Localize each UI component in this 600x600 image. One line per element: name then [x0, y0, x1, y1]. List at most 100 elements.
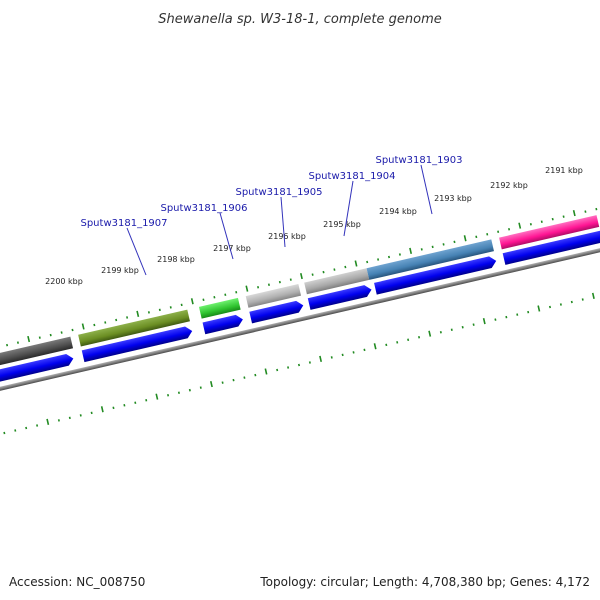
ruler-major-tick	[209, 380, 213, 388]
ruler-minor-tick	[188, 388, 191, 392]
ruler-minor-tick	[115, 318, 118, 322]
ruler-minor-tick	[36, 424, 39, 427]
ruler-major-tick	[81, 323, 85, 330]
ruler-major-tick	[319, 355, 323, 362]
label-leader	[280, 196, 286, 248]
ruler-minor-tick	[289, 278, 292, 281]
ruler-minor-tick	[104, 321, 107, 324]
ruler-minor-tick	[243, 376, 246, 379]
ruler-major-tick	[572, 209, 576, 217]
ruler-minor-tick	[439, 330, 442, 334]
feature-block	[78, 309, 190, 347]
ruler-minor-tick	[559, 303, 562, 306]
ruler-minor-tick	[486, 233, 489, 236]
ruler-major-tick	[354, 260, 358, 267]
ruler-minor-tick	[308, 361, 311, 364]
ruler-minor-tick	[180, 303, 183, 307]
ruler-minor-tick	[407, 338, 410, 342]
cds-arrow	[307, 285, 372, 310]
cds-arrow	[0, 353, 74, 386]
feature-block	[245, 283, 302, 308]
genome-summary-text: Topology: circular; Length: 4,708,380 bp…	[259, 575, 590, 589]
ruler-minor-tick	[475, 235, 478, 239]
feature-block	[499, 215, 600, 250]
map-title: Shewanella sp. W3-18-1, complete genome	[158, 12, 441, 27]
ruler-major-tick	[373, 343, 377, 350]
ruler-minor-tick	[49, 333, 52, 337]
cds-arrow	[374, 256, 497, 295]
ruler-minor-tick	[450, 328, 453, 331]
gene-label: Sputw3181_1906	[160, 203, 247, 214]
ruler-major-tick	[46, 418, 50, 425]
ruler-major-tick	[299, 272, 303, 280]
ruler-minor-tick	[158, 308, 161, 312]
tick-label: 2194 kbp	[379, 207, 417, 216]
outer-ruler	[6, 207, 598, 347]
ruler-minor-tick	[14, 429, 17, 432]
ruler-minor-tick	[221, 381, 224, 384]
ruler-minor-tick	[497, 230, 500, 234]
tick-label: 2196 kbp	[268, 232, 306, 241]
ruler-minor-tick	[68, 416, 71, 420]
ruler-minor-tick	[112, 406, 115, 410]
ruler-minor-tick	[93, 323, 96, 327]
ruler-minor-tick	[548, 305, 552, 309]
ruler-minor-tick	[235, 290, 238, 294]
ruler-minor-tick	[6, 343, 9, 347]
ruler-major-tick	[537, 305, 541, 312]
ruler-minor-tick	[134, 401, 137, 405]
ruler-minor-tick	[38, 336, 41, 339]
label-leader	[420, 164, 433, 215]
ruler-minor-tick	[341, 353, 344, 357]
cds-arrow	[202, 314, 243, 335]
ruler-minor-tick	[257, 285, 260, 289]
ruler-major-tick	[190, 298, 194, 305]
ruler-minor-tick	[387, 255, 391, 259]
ruler-minor-tick	[177, 391, 180, 394]
ruler-minor-tick	[169, 306, 172, 309]
ruler-minor-tick	[431, 245, 434, 249]
ruler-minor-tick	[123, 404, 126, 407]
feature-track	[0, 215, 600, 370]
ruler-minor-tick	[581, 298, 584, 301]
tick-labels: 2200 kbp 2199 kbp 2198 kbp 2197 kbp 2196…	[45, 166, 583, 286]
ruler-major-tick	[264, 368, 268, 375]
ruler-minor-tick	[352, 351, 355, 354]
ruler-minor-tick	[494, 318, 497, 321]
ruler-minor-tick	[322, 270, 325, 274]
cds-track	[0, 229, 600, 386]
ruler-major-tick	[482, 317, 486, 325]
ruler-minor-tick	[232, 378, 235, 382]
ruler-minor-tick	[508, 228, 511, 231]
ruler-minor-tick	[385, 343, 388, 347]
ruler-minor-tick	[529, 222, 532, 226]
label-leader	[219, 212, 234, 260]
ruler-major-tick	[245, 285, 249, 292]
ruler-minor-tick	[505, 315, 508, 319]
ruler-minor-tick	[145, 399, 148, 402]
cds-arrow	[249, 300, 304, 324]
ruler-minor-tick	[213, 296, 216, 299]
ruler-minor-tick	[516, 313, 519, 316]
ruler-minor-tick	[398, 253, 401, 256]
ruler-minor-tick	[311, 273, 314, 276]
tick-label: 2192 kbp	[490, 181, 528, 190]
label-leader	[126, 227, 147, 276]
tick-label: 2199 kbp	[101, 266, 139, 275]
ruler-major-tick	[428, 330, 432, 337]
gene-label: Sputw3181_1904	[308, 171, 395, 182]
cds-arrow	[502, 229, 600, 265]
tick-label: 2191 kbp	[545, 166, 583, 175]
ruler-minor-tick	[595, 207, 598, 211]
ruler-minor-tick	[344, 265, 347, 269]
ruler-minor-tick	[267, 283, 270, 286]
ruler-minor-tick	[453, 240, 456, 244]
ruler-minor-tick	[25, 426, 28, 430]
ruler-minor-tick	[396, 341, 399, 344]
ruler-minor-tick	[333, 268, 336, 271]
tick-label: 2197 kbp	[213, 244, 251, 253]
ruler-minor-tick	[540, 220, 543, 223]
inner-ruler	[3, 292, 595, 435]
ruler-minor-tick	[224, 293, 227, 297]
